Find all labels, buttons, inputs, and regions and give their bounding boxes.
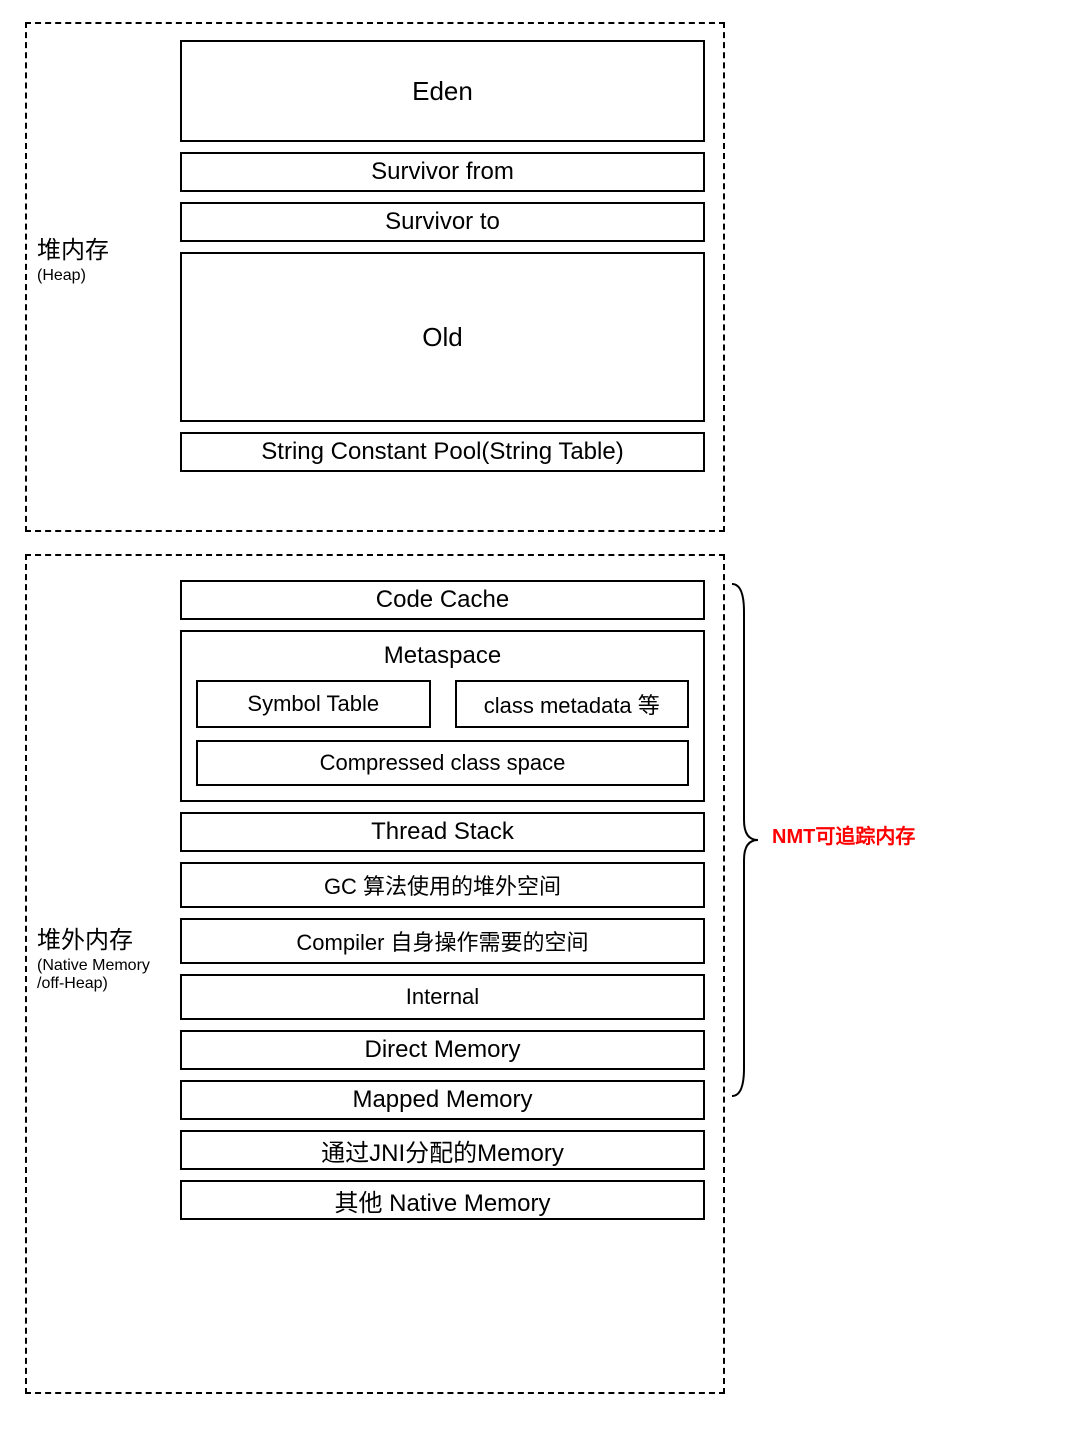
memory-box: Mapped Memory bbox=[180, 1080, 705, 1120]
memory-box: GC 算法使用的堆外空间 bbox=[180, 862, 705, 908]
heap-boxes: Eden Survivor from Survivor to Old String Co… bbox=[180, 40, 705, 472]
metaspace-row: Symbol Table class metadata 等 bbox=[196, 680, 689, 728]
memory-box: Eden bbox=[180, 40, 705, 142]
nmt-label: NMT可追踪内存 bbox=[772, 820, 932, 849]
nmt-brace bbox=[730, 582, 760, 1098]
memory-box: Old bbox=[180, 252, 705, 422]
native-label: 堆外内存 (Native Memory/off-Heap) bbox=[37, 920, 187, 993]
memory-box: Thread Stack bbox=[180, 812, 705, 852]
memory-box: 通过JNI分配的Memory bbox=[180, 1130, 705, 1170]
memory-box: String Constant Pool(String Table) bbox=[180, 432, 705, 472]
metaspace-sub-box: class metadata 等 bbox=[455, 680, 690, 728]
native-subtitle: (Native Memory/off-Heap) bbox=[37, 957, 187, 993]
memory-box: Survivor from bbox=[180, 152, 705, 192]
native-boxes: Code Cache Metaspace Symbol Table class met… bbox=[180, 580, 705, 1220]
heap-title: 堆内存 bbox=[37, 230, 187, 265]
metaspace-sub-box: Symbol Table bbox=[196, 680, 431, 728]
memory-box: Direct Memory bbox=[180, 1030, 705, 1070]
heap-subtitle: (Heap) bbox=[37, 267, 187, 285]
metaspace-full-box: Compressed class space bbox=[196, 740, 689, 786]
heap-label: 堆内存 (Heap) bbox=[37, 230, 187, 285]
metaspace-box: Metaspace Symbol Table class metadata 等 Com… bbox=[180, 630, 705, 802]
native-title: 堆外内存 bbox=[37, 920, 187, 955]
memory-box: Survivor to bbox=[180, 202, 705, 242]
memory-box: Compiler 自身操作需要的空间 bbox=[180, 918, 705, 964]
memory-box: Code Cache bbox=[180, 580, 705, 620]
metaspace-title: Metaspace bbox=[196, 642, 689, 670]
memory-box: Internal bbox=[180, 974, 705, 1020]
memory-box: 其他 Native Memory bbox=[180, 1180, 705, 1220]
